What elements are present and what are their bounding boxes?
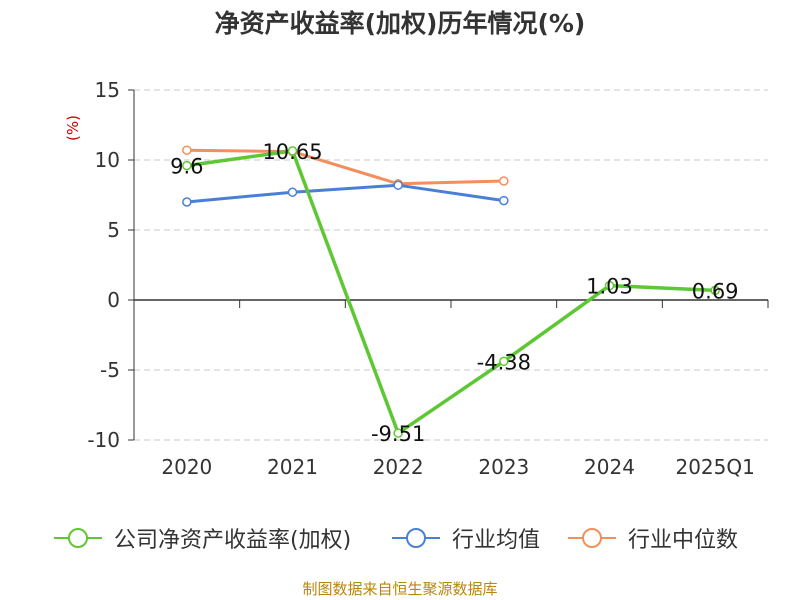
chart-title: 净资产收益率(加权)历年情况(%): [214, 9, 586, 38]
data-point: [393, 428, 403, 438]
series-line: [186, 149, 716, 435]
data-point: [604, 280, 615, 291]
data-point: [499, 356, 509, 367]
data-labels: 9.6 10.65 -9.51 -4.38 1.03 0.69: [170, 140, 738, 446]
data-label: 9.6: [170, 155, 203, 179]
legend-label-industry-median: 行业中位数: [628, 528, 739, 553]
legend-marker-industry-average: [392, 528, 440, 548]
data-label: -9.51: [371, 422, 425, 446]
legend-marker-company: [54, 528, 102, 548]
axes: 15 10 5 0 -5 -10 2020 2021 2022 2023 2024 2025Q1: [87, 78, 769, 479]
y-tick-label: -5: [100, 358, 120, 382]
data-point: [393, 180, 403, 190]
data-point: [182, 145, 192, 155]
y-tick-label: 0: [107, 288, 120, 312]
legend-label-industry-average: 行业均值: [452, 528, 541, 553]
data-point: [182, 160, 192, 171]
legend-label-company: 公司净资产收益率(加权): [114, 528, 352, 553]
y-tick-label: 15: [95, 78, 120, 102]
x-tick-label: 2025Q1: [675, 455, 754, 479]
data-label: 1.03: [586, 275, 633, 299]
data-label: -4.38: [477, 350, 531, 374]
series-line: [186, 183, 505, 204]
series-group: [182, 145, 720, 438]
y-tick-label: -10: [87, 428, 120, 452]
legend: 公司净资产收益率(加权) 行业均值 行业中位数: [0, 520, 800, 556]
y-tick-label: 5: [107, 218, 120, 242]
data-label: 10.65: [262, 140, 322, 164]
y-axis-label: (%): [64, 115, 82, 141]
legend-item-industry-average[interactable]: 行业均值: [390, 520, 540, 556]
grid-lines: [134, 89, 768, 441]
data-point: [287, 146, 298, 156]
x-tick-label: 2023: [478, 455, 529, 479]
x-tick-label: 2024: [584, 455, 635, 479]
data-label: 0.69: [692, 279, 739, 303]
x-tick-label: 2021: [267, 455, 318, 479]
legend-item-company[interactable]: 公司净资产收益率(加权): [52, 520, 351, 556]
x-tick-label: 2022: [373, 455, 424, 479]
legend-marker-industry-median: [568, 528, 616, 548]
y-tick-label: 10: [95, 148, 120, 172]
series-line: [186, 148, 504, 186]
data-point: [499, 176, 509, 186]
x-tick-label: 2020: [161, 455, 212, 479]
source-note: 制图数据来自恒生聚源数据库: [302, 580, 498, 598]
data-point: [182, 197, 192, 207]
data-point: [499, 195, 509, 206]
data-point: [287, 187, 298, 197]
data-point: [710, 285, 720, 296]
legend-item-industry-median[interactable]: 行业中位数: [566, 520, 738, 556]
